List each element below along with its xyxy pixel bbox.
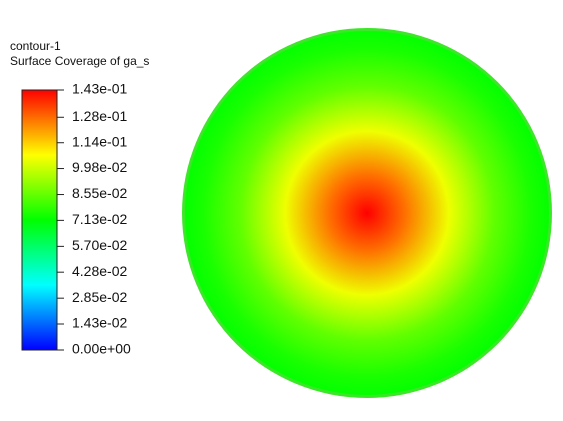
colorbar: [21, 89, 58, 351]
contour-field: [185, 31, 549, 395]
colorbar-tick-label: 9.98e-02: [72, 159, 127, 175]
title: contour-1: [10, 39, 61, 53]
colorbar-tick-label: 7.13e-02: [72, 211, 127, 227]
colorbar-tick-label: 4.28e-02: [72, 263, 127, 279]
colorbar-tick-label: 1.28e-01: [72, 108, 127, 124]
colorbar-tick-label: 1.43e-02: [72, 315, 127, 331]
colorbar-tick-label: 0.00e+00: [72, 341, 131, 357]
colorbar-tick-label: 1.43e-01: [72, 81, 127, 97]
colorbar-tick-label: 5.70e-02: [72, 237, 127, 253]
subtitle: Surface Coverage of ga_s: [10, 54, 149, 68]
colorbar-tick-label: 8.55e-02: [72, 185, 127, 201]
colorbar-tick-label: 1.14e-01: [72, 133, 127, 149]
colorbar-tick-label: 2.85e-02: [72, 289, 127, 305]
